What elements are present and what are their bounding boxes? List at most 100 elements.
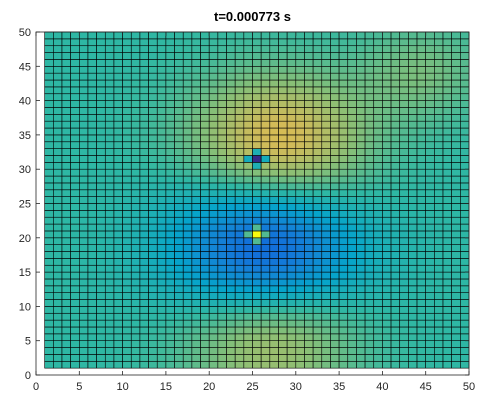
heatmap-cell — [278, 306, 288, 314]
heatmap-cell — [347, 52, 357, 60]
heatmap-cell — [122, 333, 132, 341]
heatmap-cell — [226, 59, 236, 67]
y-tick-label: 35 — [19, 130, 31, 142]
heatmap-cell — [451, 299, 461, 307]
heatmap-cell — [70, 31, 80, 40]
heatmap-cell — [182, 333, 193, 341]
heatmap-cell — [278, 100, 288, 108]
heatmap-cell — [44, 175, 54, 184]
heatmap-cell — [312, 93, 323, 101]
heatmap-cell — [425, 31, 435, 40]
heatmap-cell — [442, 340, 452, 348]
heatmap-cell — [182, 93, 193, 101]
heatmap-cell — [70, 251, 80, 259]
heatmap-cell — [390, 168, 401, 177]
heatmap-cell — [53, 175, 63, 184]
heatmap-cell — [79, 52, 89, 60]
heatmap-cell — [182, 52, 193, 60]
heatmap-cell — [312, 360, 323, 369]
heatmap-cell — [234, 292, 245, 300]
heatmap-cell — [148, 59, 158, 67]
heatmap-cell — [87, 292, 97, 300]
heatmap-cell — [243, 251, 253, 259]
heatmap-cell — [286, 223, 297, 232]
heatmap-cell — [165, 347, 175, 355]
heatmap-cell — [79, 168, 89, 177]
heatmap-cell — [53, 278, 63, 287]
heatmap-cell — [79, 251, 89, 259]
heatmap-cell — [356, 264, 366, 273]
heatmap-cell — [53, 312, 63, 321]
heatmap-cell — [382, 189, 392, 197]
heatmap-cell — [295, 333, 305, 341]
heatmap-cell — [165, 264, 175, 273]
heatmap-cell — [130, 86, 141, 95]
heatmap-cell — [182, 278, 193, 287]
heatmap-cell — [260, 333, 271, 341]
heatmap-cell — [96, 86, 106, 95]
heatmap-cell — [44, 127, 54, 136]
heatmap-cell — [104, 271, 115, 280]
heatmap-cell — [200, 59, 210, 67]
heatmap-cell — [278, 182, 288, 191]
heatmap-cell — [434, 59, 444, 67]
heatmap-cell — [425, 216, 435, 225]
heatmap-cell — [182, 45, 193, 53]
heatmap-cell — [165, 230, 175, 239]
heatmap-cell — [434, 120, 444, 129]
heatmap-cell — [434, 155, 444, 163]
heatmap-cell — [364, 216, 375, 225]
heatmap-cell — [191, 52, 201, 60]
heatmap-cell — [96, 271, 106, 280]
heatmap-cell — [434, 196, 444, 204]
heatmap-cell — [191, 299, 201, 307]
heatmap-cell — [434, 127, 444, 136]
heatmap-cell — [373, 114, 383, 122]
heatmap-cell — [373, 93, 383, 101]
heatmap-cell — [399, 120, 409, 129]
heatmap-cell — [286, 306, 297, 314]
heatmap-cell — [347, 312, 357, 321]
heatmap-cell — [434, 52, 444, 60]
heatmap-cell — [226, 175, 236, 184]
heatmap-cell — [442, 333, 452, 341]
heatmap-cell — [44, 162, 54, 170]
heatmap-cell — [304, 251, 314, 259]
heatmap-cell — [260, 271, 271, 280]
heatmap-cell — [278, 134, 288, 143]
heatmap-cell — [148, 340, 158, 348]
heatmap-cell — [364, 100, 375, 108]
heatmap-cell — [53, 230, 63, 239]
heatmap-cell — [269, 59, 279, 67]
heatmap-cell — [286, 326, 297, 335]
heatmap-cell — [208, 258, 219, 266]
heatmap-cell — [122, 312, 132, 321]
heatmap-cell — [442, 134, 452, 143]
heatmap-cell — [364, 271, 375, 280]
heatmap-cell — [61, 175, 71, 184]
heatmap-cell — [373, 360, 383, 369]
heatmap-cell — [295, 251, 305, 259]
heatmap-cell — [165, 251, 175, 259]
heatmap-cell — [304, 347, 314, 355]
heatmap-cell — [122, 216, 132, 225]
heatmap-cell — [156, 258, 167, 266]
heatmap-cell — [44, 354, 54, 362]
heatmap-cell — [416, 278, 427, 287]
heatmap-cell — [70, 148, 80, 156]
heatmap-cell — [286, 162, 297, 170]
heatmap-cell — [200, 347, 210, 355]
heatmap-cell — [156, 326, 167, 335]
heatmap-cell — [243, 120, 253, 129]
heatmap-cell — [442, 237, 452, 245]
heatmap-cell — [234, 319, 245, 328]
heatmap-cell — [139, 319, 149, 328]
heatmap-cell — [434, 333, 444, 341]
heatmap-cell — [182, 59, 193, 67]
heatmap-cell — [347, 347, 357, 355]
heatmap-cell — [390, 223, 401, 232]
heatmap-cell — [182, 38, 193, 47]
heatmap-cell — [278, 107, 288, 115]
heatmap-cell — [174, 271, 184, 280]
heatmap-cell — [208, 203, 219, 211]
